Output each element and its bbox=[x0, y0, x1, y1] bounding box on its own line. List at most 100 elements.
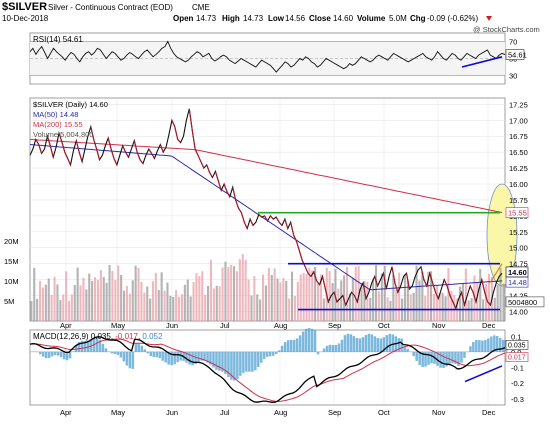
volume-bar bbox=[183, 284, 186, 321]
price-down-segment bbox=[258, 214, 263, 218]
volume-bar bbox=[189, 296, 192, 321]
volume-tick: 20M bbox=[4, 237, 19, 246]
macd-hist-bar bbox=[125, 351, 129, 366]
macd-hist-bar bbox=[280, 345, 284, 352]
price-down-segment bbox=[472, 292, 477, 303]
legend-silver: $SILVER (Daily) 14.60 bbox=[33, 100, 108, 109]
macd-hist-bar bbox=[301, 331, 305, 352]
volume-bar bbox=[291, 271, 294, 321]
volume-bar bbox=[375, 265, 378, 321]
price-down-segment bbox=[214, 171, 219, 181]
macd-hist-bar bbox=[119, 351, 123, 358]
volume-bar bbox=[218, 286, 221, 321]
volume-tag-box bbox=[505, 296, 545, 308]
macd-hist-bar bbox=[131, 351, 135, 369]
macd-hist-bar bbox=[263, 351, 266, 359]
macd-hist-bar bbox=[128, 351, 132, 369]
price-down-segment bbox=[159, 144, 164, 153]
macd-hist-bar bbox=[242, 351, 245, 373]
rsi-line bbox=[29, 40, 506, 73]
macd-hist-bar bbox=[104, 348, 108, 352]
price-down-segment bbox=[405, 273, 410, 290]
price-down-segment bbox=[316, 280, 321, 286]
volume-bar bbox=[94, 277, 97, 321]
high-label: High bbox=[222, 14, 240, 23]
volume-bar bbox=[178, 296, 181, 321]
volume-bar bbox=[244, 259, 247, 321]
macd-tag-box-0 bbox=[505, 340, 529, 350]
volume-bar bbox=[250, 295, 253, 321]
macd-hist-bar bbox=[298, 335, 302, 352]
price-down-segment bbox=[206, 164, 211, 173]
volume-bar bbox=[464, 268, 467, 321]
macd-hist-bar bbox=[158, 351, 161, 358]
macd-hist-bar bbox=[155, 351, 158, 358]
price-tick: 14.25 bbox=[509, 292, 528, 301]
price-down-segment bbox=[61, 141, 66, 153]
macd-legend-hist: 0.052 bbox=[142, 332, 163, 341]
volume-bar bbox=[36, 298, 39, 321]
price-tick: 17.25 bbox=[509, 100, 528, 109]
macd-hist-bar bbox=[41, 351, 45, 357]
macd-hist-bar bbox=[179, 351, 182, 361]
macd-hist-bar bbox=[224, 351, 227, 374]
price-down-segment bbox=[295, 241, 300, 252]
macd-hist-bar bbox=[412, 351, 415, 357]
month-label-price: May bbox=[111, 321, 125, 330]
volume-bar bbox=[59, 300, 62, 321]
price-down-segment bbox=[197, 155, 202, 162]
price-down-segment bbox=[446, 285, 451, 296]
volume-bar bbox=[267, 268, 270, 321]
price-down-segment bbox=[235, 199, 240, 209]
close-value: 14.60 bbox=[333, 14, 354, 23]
macd-hist-bar bbox=[176, 351, 179, 363]
macd-legend-signal: -0.017 bbox=[115, 332, 138, 341]
price-down-segment bbox=[353, 295, 358, 303]
price-tick: 16.00 bbox=[509, 180, 528, 189]
macd-hist-bar bbox=[47, 351, 51, 358]
macd-hist-bar bbox=[83, 340, 87, 352]
price-down-segment bbox=[93, 139, 98, 150]
macd-hist-bar bbox=[134, 343, 138, 352]
macd-hist-bar bbox=[310, 328, 314, 352]
macd-tick: 0.1 bbox=[511, 332, 521, 341]
volume-bar bbox=[366, 281, 369, 321]
macd-trendline bbox=[464, 365, 503, 383]
price-down-segment bbox=[240, 212, 245, 223]
volume-bar bbox=[131, 280, 134, 321]
price-down-segment bbox=[217, 180, 222, 191]
macd-hist-bar bbox=[230, 351, 233, 380]
volume-bar bbox=[328, 271, 331, 321]
price-down-segment bbox=[125, 151, 129, 158]
volume-bar bbox=[435, 285, 438, 321]
volume-bar bbox=[377, 291, 380, 321]
macd-hist-bar bbox=[188, 351, 191, 365]
volume-bar bbox=[415, 265, 418, 321]
volume-bar bbox=[453, 295, 456, 321]
macd-hist-bar bbox=[44, 351, 48, 359]
volume-value: 5.0M bbox=[389, 14, 407, 23]
macd-hist-bar bbox=[373, 336, 377, 352]
rsi-trendline bbox=[461, 56, 503, 68]
macd-hist-bar bbox=[209, 351, 212, 365]
macd-hist-bar bbox=[295, 338, 299, 352]
chart-date: 10-Dec-2018 bbox=[2, 14, 49, 23]
price-down-segment bbox=[324, 288, 329, 303]
volume-bar bbox=[207, 286, 210, 321]
exchange-label: CME bbox=[192, 3, 210, 12]
arrow-up-stroke bbox=[489, 263, 503, 284]
price-down-segment bbox=[232, 187, 237, 201]
volume-bar bbox=[354, 266, 357, 321]
macd-hist-bar bbox=[143, 349, 146, 352]
volume-bar bbox=[128, 293, 131, 321]
price-down-segment bbox=[249, 218, 254, 226]
volume-bar bbox=[70, 294, 73, 321]
month-label-price: Jun bbox=[166, 321, 178, 330]
macd-hist-bar bbox=[430, 351, 433, 364]
macd-hist-bar bbox=[59, 351, 63, 358]
macd-hist-bar bbox=[328, 344, 332, 352]
volume-bar bbox=[476, 282, 479, 321]
open-value: 14.73 bbox=[196, 14, 217, 23]
volume-bar bbox=[380, 273, 383, 321]
volume-bar bbox=[262, 274, 265, 321]
